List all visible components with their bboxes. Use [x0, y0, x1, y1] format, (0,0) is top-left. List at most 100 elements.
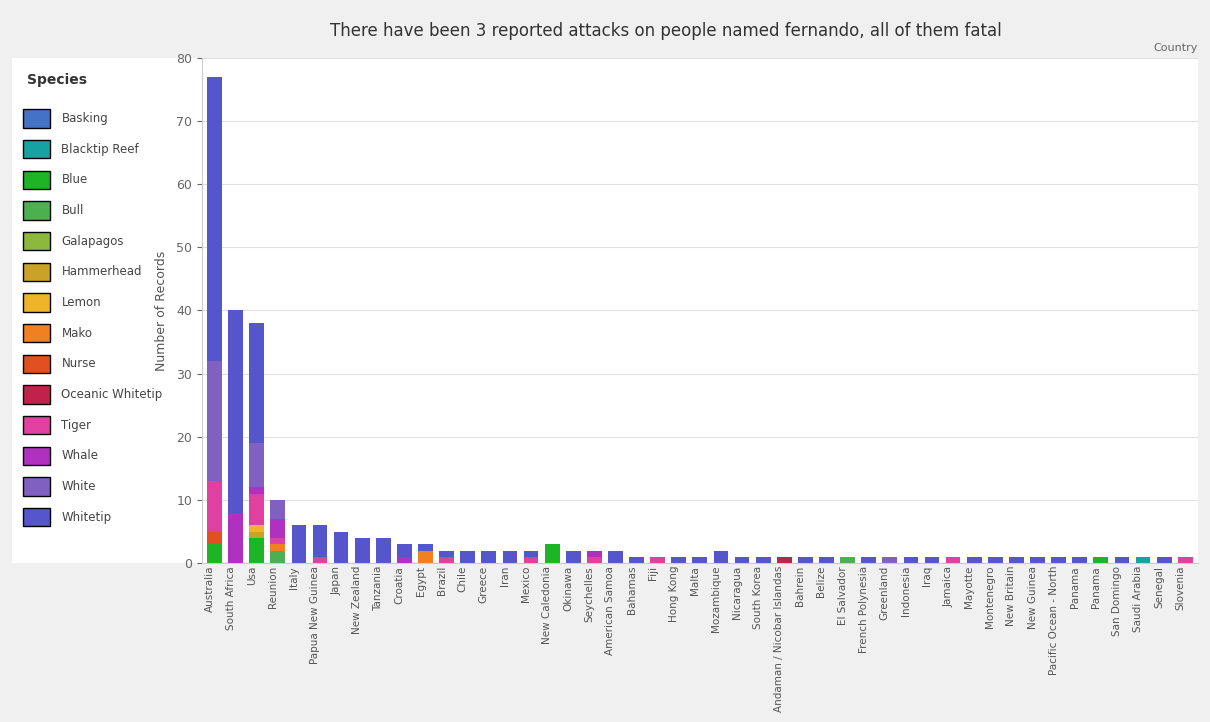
FancyBboxPatch shape	[23, 201, 50, 219]
FancyBboxPatch shape	[23, 263, 50, 281]
Bar	[207, 544, 221, 563]
Bar	[502, 551, 518, 563]
Text: Galapagos: Galapagos	[62, 235, 123, 248]
Bar	[249, 494, 264, 526]
Bar	[714, 551, 728, 563]
Bar	[270, 519, 286, 538]
Bar	[587, 557, 601, 563]
Text: Tiger: Tiger	[62, 419, 92, 432]
Bar	[1094, 557, 1108, 563]
Bar	[207, 361, 221, 481]
Bar	[734, 557, 749, 563]
Text: Lemon: Lemon	[62, 296, 102, 309]
Bar	[397, 557, 411, 563]
Bar	[587, 551, 601, 557]
Bar	[987, 557, 1003, 563]
Text: Hammerhead: Hammerhead	[62, 265, 142, 278]
Bar	[862, 557, 876, 563]
Bar	[756, 557, 771, 563]
Bar	[924, 557, 939, 563]
Text: Nurse: Nurse	[62, 357, 96, 370]
Y-axis label: Number of Records: Number of Records	[155, 251, 168, 370]
FancyBboxPatch shape	[23, 386, 50, 404]
Text: Blue: Blue	[62, 173, 87, 186]
Bar	[397, 544, 411, 557]
FancyBboxPatch shape	[23, 416, 50, 434]
Text: There have been 3 reported attacks on people named fernando, all of them fatal: There have been 3 reported attacks on pe…	[329, 22, 1002, 40]
FancyBboxPatch shape	[23, 293, 50, 311]
Bar	[229, 513, 243, 563]
Bar	[1009, 557, 1024, 563]
Text: Whale: Whale	[62, 449, 98, 462]
Bar	[1157, 557, 1171, 563]
Text: Whitetip: Whitetip	[62, 510, 111, 523]
Text: Blacktip Reef: Blacktip Reef	[62, 142, 139, 155]
Bar	[249, 443, 264, 487]
Bar	[207, 531, 221, 544]
Bar	[419, 544, 433, 551]
Bar	[544, 544, 559, 563]
Bar	[270, 538, 286, 544]
FancyBboxPatch shape	[23, 170, 50, 189]
Bar	[1177, 557, 1193, 563]
FancyBboxPatch shape	[23, 508, 50, 526]
Bar	[270, 551, 286, 563]
Bar	[312, 526, 328, 557]
Bar	[840, 557, 855, 563]
Bar	[249, 531, 264, 538]
Bar	[249, 526, 264, 531]
Bar	[904, 557, 918, 563]
Bar	[1136, 557, 1151, 563]
Bar	[229, 310, 243, 513]
Text: White: White	[62, 480, 96, 493]
FancyBboxPatch shape	[23, 140, 50, 158]
Bar	[376, 538, 391, 563]
Bar	[1030, 557, 1045, 563]
FancyBboxPatch shape	[23, 477, 50, 495]
FancyBboxPatch shape	[23, 232, 50, 251]
Bar	[249, 538, 264, 563]
Bar	[207, 77, 221, 361]
Text: Bull: Bull	[62, 204, 83, 217]
Bar	[334, 531, 348, 563]
Text: Country: Country	[1153, 43, 1198, 53]
Bar	[1051, 557, 1066, 563]
Bar	[609, 551, 623, 563]
Bar	[439, 551, 454, 557]
Bar	[650, 557, 666, 563]
Bar	[946, 557, 961, 563]
Bar	[460, 551, 476, 563]
Bar	[524, 557, 538, 563]
Bar	[797, 557, 813, 563]
Bar	[882, 557, 897, 563]
Bar	[249, 487, 264, 494]
Bar	[1072, 557, 1087, 563]
Bar	[524, 551, 538, 557]
Bar	[270, 500, 286, 519]
Text: Oceanic Whitetip: Oceanic Whitetip	[62, 388, 162, 401]
Text: Basking: Basking	[62, 112, 108, 125]
Bar	[672, 557, 686, 563]
FancyBboxPatch shape	[23, 447, 50, 465]
Text: Mako: Mako	[62, 326, 92, 339]
Bar	[566, 551, 581, 563]
Bar	[355, 538, 369, 563]
Bar	[312, 557, 328, 563]
Text: Species: Species	[28, 73, 87, 87]
Bar	[419, 551, 433, 563]
Bar	[482, 551, 496, 563]
Bar	[692, 557, 708, 563]
Bar	[207, 481, 221, 531]
Bar	[967, 557, 981, 563]
Bar	[249, 323, 264, 443]
Bar	[439, 557, 454, 563]
FancyBboxPatch shape	[23, 324, 50, 342]
Bar	[270, 544, 286, 551]
FancyBboxPatch shape	[23, 109, 50, 128]
Bar	[777, 557, 791, 563]
Bar	[819, 557, 834, 563]
Bar	[629, 557, 644, 563]
FancyBboxPatch shape	[23, 355, 50, 373]
Bar	[292, 526, 306, 563]
Bar	[1114, 557, 1129, 563]
